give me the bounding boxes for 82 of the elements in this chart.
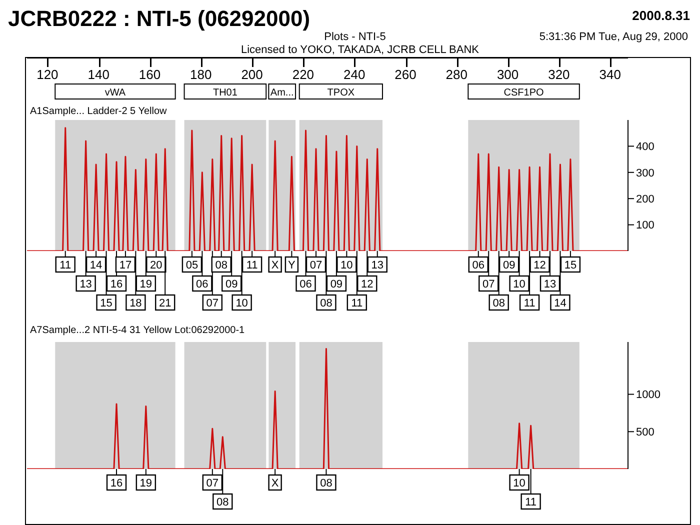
annotation: 10 — [340, 260, 353, 272]
band-label: Am... — [270, 88, 294, 98]
annotation: 19 — [140, 278, 152, 290]
annotation: 15 — [100, 298, 112, 310]
x-tick-label: 260 — [394, 67, 416, 82]
annotation: 10 — [513, 478, 526, 490]
x-tick-label: 220 — [292, 67, 314, 82]
annotation: 11 — [525, 496, 537, 508]
annotation: 12 — [361, 278, 374, 290]
y-tick-label: 100 — [636, 220, 654, 232]
x-tick-label: 240 — [344, 67, 366, 82]
annotation: 08 — [320, 478, 332, 490]
x-tick-label: 140 — [88, 67, 110, 82]
annotation: 07 — [206, 298, 219, 310]
x-tick-label: 180 — [190, 67, 212, 82]
annotation: 21 — [158, 298, 172, 310]
annotation: 13 — [371, 260, 384, 272]
annotation: 09 — [225, 278, 238, 290]
y-tick-label: 300 — [636, 167, 654, 180]
annotation: 05 — [186, 260, 198, 272]
text: A1Sample... Ladder-2 5 Yellow — [30, 106, 168, 117]
band-label: TH01 — [212, 88, 238, 98]
label-box: vWA — [54, 84, 176, 100]
annotation: 10 — [236, 298, 248, 310]
annotation: 15 — [564, 260, 577, 272]
annotation: 19 — [140, 478, 152, 490]
annotation: 12 — [534, 260, 546, 272]
annotation: X — [271, 260, 280, 272]
annotation: 08 — [216, 496, 229, 508]
band-label: CSF1PO — [504, 88, 544, 98]
chart-title: JCRB0222 : NTI-5 (06292000) — [8, 6, 310, 31]
y-tick-label: 400 — [636, 141, 654, 154]
band-label: vWA — [104, 88, 126, 98]
annotation: 09 — [330, 278, 343, 290]
x-tick-label: 120 — [36, 67, 58, 82]
x-tick-label: 320 — [548, 67, 570, 82]
annotation: 16 — [110, 278, 123, 290]
label-box: Am... — [268, 84, 296, 100]
annotation: 07 — [482, 278, 495, 290]
y-tick-label: 1000 — [636, 389, 660, 402]
line-series — [27, 348, 628, 469]
y-tick-label: 200 — [636, 194, 654, 206]
text: A7Sample...2 NTI-5-4 31 Yellow Lot:06292000-1 — [30, 325, 246, 336]
line-series — [27, 127, 628, 251]
annotation: 07 — [206, 478, 219, 490]
annotation: 07 — [310, 260, 322, 272]
annotation: 06 — [196, 278, 208, 290]
annotation: 06 — [472, 260, 485, 272]
annotation: 08 — [492, 298, 505, 310]
x-tick-label: 160 — [138, 67, 161, 82]
y-tick-label: 500 — [636, 426, 654, 439]
annotation: 11 — [60, 260, 72, 272]
x-tick-label: 300 — [496, 67, 519, 82]
annotation: X — [271, 478, 280, 490]
annotation: 14 — [554, 298, 566, 310]
annotation: 18 — [130, 298, 142, 310]
text: Licensed to YOKO, TAKADA, JCRB CELL BANK — [240, 44, 480, 56]
annotation: 14 — [90, 260, 102, 272]
annotation: 16 — [110, 478, 123, 490]
text: 2000.8.31 — [632, 8, 690, 23]
annotation: 13 — [544, 278, 556, 290]
annotation: 11 — [351, 298, 363, 310]
annotation: 06 — [300, 278, 312, 290]
label-box: CSF1PO — [468, 84, 580, 100]
annotation: 13 — [80, 278, 92, 290]
annotation: 08 — [215, 260, 228, 272]
annotation: 20 — [150, 260, 162, 272]
chart-subtitle: Plots - NTI-5 — [324, 31, 386, 43]
annotation: 17 — [119, 260, 132, 272]
annotation: 08 — [320, 298, 332, 310]
annotation: 10 — [513, 278, 526, 290]
label-box: TH01 — [184, 84, 267, 100]
band-label: TPOX — [327, 88, 355, 98]
label-box: TPOX — [298, 84, 383, 100]
annotation: Y — [288, 260, 296, 272]
annotation: 11 — [524, 298, 536, 310]
x-tick-label: 200 — [241, 67, 263, 82]
x-tick-label: 280 — [446, 67, 468, 82]
annotation: 09 — [502, 260, 516, 272]
text: 5:31:36 PM Tue, Aug 29, 2000 — [539, 31, 688, 43]
annotation: 11 — [246, 260, 258, 272]
x-tick-label: 340 — [599, 67, 621, 82]
